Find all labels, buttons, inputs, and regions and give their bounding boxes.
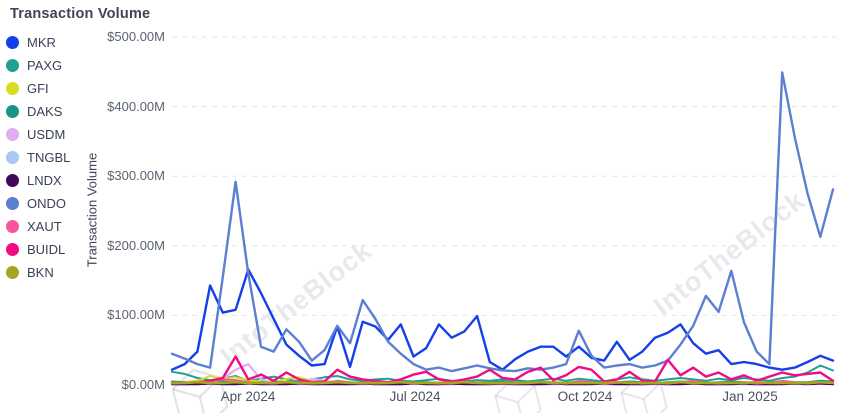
legend-item-xaut[interactable]: XAUT bbox=[6, 215, 70, 238]
x-axis-tick-label: Oct 2024 bbox=[557, 389, 613, 404]
chart-title: Transaction Volume bbox=[10, 6, 151, 22]
y-axis-tick-label: $200.00M bbox=[107, 237, 165, 253]
y-axis-tick-label: $0.00M bbox=[121, 377, 165, 392]
x-axis-tick-label: Apr 2024 bbox=[220, 389, 276, 404]
legend-item-ondo[interactable]: ONDO bbox=[6, 192, 70, 215]
series-line-paxg[interactable] bbox=[171, 364, 834, 383]
x-axis-tick-label: Jul 2024 bbox=[389, 389, 441, 404]
legend: MKR PAXG GFI DAKS USDM TNGBL LNDX ONDO XAUT BUIDL… bbox=[6, 31, 70, 284]
legend-dot-icon bbox=[6, 197, 19, 210]
legend-item-buidl[interactable]: BUIDL bbox=[6, 238, 70, 261]
legend-dot-icon bbox=[6, 59, 19, 72]
legend-dot-icon bbox=[6, 105, 19, 118]
legend-item-label: DAKS bbox=[27, 104, 63, 119]
legend-item-label: GFI bbox=[27, 81, 49, 96]
legend-dot-icon bbox=[6, 266, 19, 279]
legend-item-label: PAXG bbox=[27, 58, 63, 73]
legend-item-label: LNDX bbox=[27, 173, 62, 188]
y-axis-tick-label: $100.00M bbox=[107, 307, 165, 323]
y-axis-tick-label: $400.00M bbox=[107, 98, 165, 114]
legend-item-gfi[interactable]: GFI bbox=[6, 77, 70, 100]
legend-dot-icon bbox=[6, 243, 19, 256]
series-line-ondo[interactable] bbox=[170, 71, 835, 373]
y-axis-tick-label: $500.00M bbox=[107, 29, 165, 44]
series-line-buidl[interactable] bbox=[170, 355, 835, 385]
legend-item-label: XAUT bbox=[27, 219, 62, 234]
legend-item-mkr[interactable]: MKR bbox=[6, 31, 70, 54]
legend-dot-icon bbox=[6, 128, 19, 141]
legend-item-tngbl[interactable]: TNGBL bbox=[6, 146, 70, 169]
legend-item-usdm[interactable]: USDM bbox=[6, 123, 70, 146]
legend-dot-icon bbox=[6, 82, 19, 95]
legend-item-lndx[interactable]: LNDX bbox=[6, 169, 70, 192]
legend-item-label: USDM bbox=[27, 127, 66, 142]
legend-item-label: ONDO bbox=[27, 196, 66, 211]
y-axis-tick-label: $300.00M bbox=[107, 168, 165, 184]
legend-dot-icon bbox=[6, 174, 19, 187]
legend-item-daks[interactable]: DAKS bbox=[6, 100, 70, 123]
series-line-bkn[interactable] bbox=[170, 380, 835, 385]
legend-dot-icon bbox=[6, 151, 19, 164]
x-axis-tick-label: Jan 2025 bbox=[722, 389, 778, 404]
legend-item-label: BKN bbox=[27, 265, 54, 280]
legend-dot-icon bbox=[6, 220, 19, 233]
legend-item-paxg[interactable]: PAXG bbox=[6, 54, 70, 77]
legend-item-label: MKR bbox=[27, 35, 56, 50]
legend-item-label: BUIDL bbox=[27, 242, 66, 257]
legend-item-bkn[interactable]: BKN bbox=[6, 261, 70, 284]
legend-dot-icon bbox=[6, 36, 19, 49]
legend-item-label: TNGBL bbox=[27, 150, 71, 165]
